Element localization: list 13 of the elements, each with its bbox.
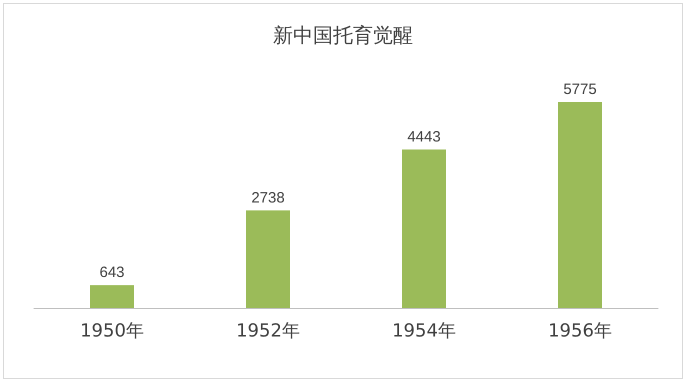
bar (246, 210, 290, 308)
data-label: 4443 (407, 128, 441, 146)
bar (90, 285, 134, 308)
data-label: 5775 (563, 81, 597, 98)
bar (558, 102, 602, 308)
x-tick-label: 1956年 (548, 320, 612, 342)
x-tick-label: 1954年 (392, 320, 456, 342)
bar (402, 150, 446, 308)
data-label: 2738 (251, 189, 285, 206)
x-tick-label: 1950年 (80, 320, 144, 342)
x-tick-label: 1952年 (236, 320, 300, 342)
chart-title: 新中国托育觉醒 (273, 23, 413, 47)
data-label: 643 (99, 264, 125, 282)
